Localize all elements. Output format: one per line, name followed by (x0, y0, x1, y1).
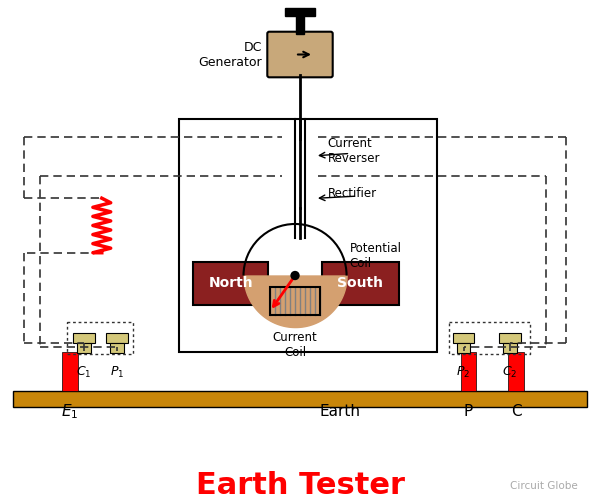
Bar (282, 155, 318, 162)
Bar (503, 343, 517, 353)
Text: Rectifier: Rectifier (328, 187, 377, 200)
Bar (282, 141, 318, 148)
Text: $C_1$: $C_1$ (76, 365, 92, 380)
Text: $C_2$: $C_2$ (502, 365, 518, 380)
Text: $P_1$: $P_1$ (110, 365, 124, 380)
Bar (179, 119, 437, 352)
Bar (282, 185, 318, 192)
Text: Current
Coil: Current Coil (272, 331, 317, 359)
Bar (499, 333, 521, 343)
Text: North: North (208, 277, 253, 290)
Bar (457, 343, 470, 353)
Bar (508, 352, 524, 391)
Bar (461, 352, 476, 391)
Text: P: P (464, 404, 473, 419)
Text: Earth: Earth (319, 404, 360, 419)
Bar (62, 352, 78, 391)
Text: $P_2$: $P_2$ (457, 365, 470, 380)
Text: Earth Tester: Earth Tester (196, 471, 404, 500)
Text: C: C (511, 404, 521, 419)
Bar (322, 262, 399, 305)
Text: Current
Reverser: Current Reverser (328, 137, 380, 164)
Circle shape (291, 272, 299, 280)
FancyBboxPatch shape (267, 32, 333, 77)
Text: Circuit Globe: Circuit Globe (510, 481, 578, 490)
Bar (106, 333, 128, 343)
Bar (13, 391, 587, 407)
Bar (282, 200, 318, 207)
Text: South: South (337, 277, 383, 290)
Bar (452, 333, 475, 343)
Text: Potential
Coil: Potential Coil (350, 242, 401, 270)
Bar (193, 262, 268, 305)
Bar (286, 149, 314, 169)
Bar (296, 16, 304, 34)
Text: DC
Generator: DC Generator (199, 41, 262, 68)
Bar (286, 164, 314, 184)
Bar (77, 343, 91, 353)
Bar (270, 287, 320, 315)
Bar (286, 193, 314, 213)
Bar (73, 333, 95, 343)
Bar (285, 8, 315, 16)
Bar (110, 343, 124, 353)
Text: $E_1$: $E_1$ (61, 402, 79, 421)
